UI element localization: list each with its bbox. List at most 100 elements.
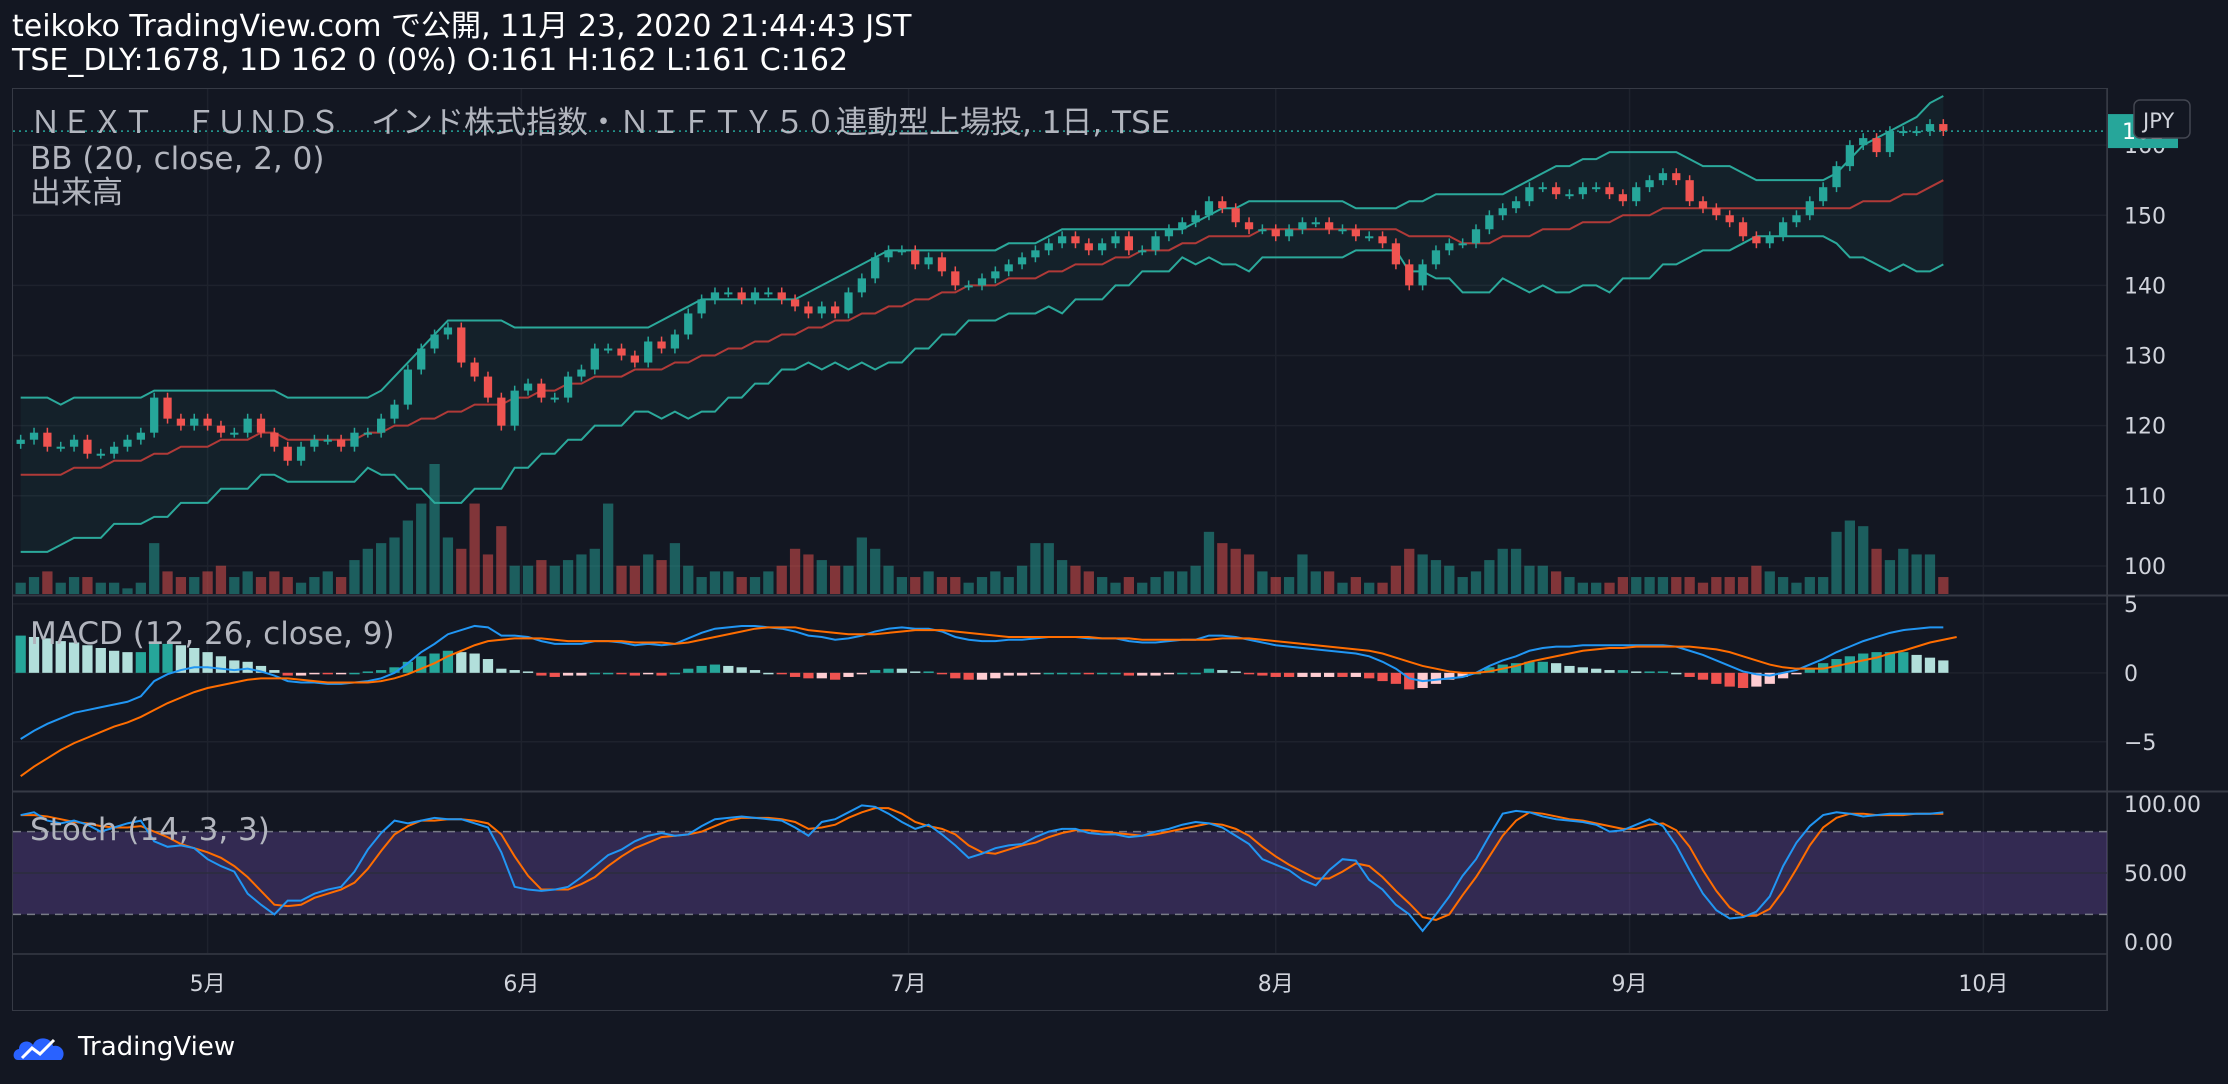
volume-bar	[1657, 577, 1669, 594]
volume-bar	[910, 577, 921, 594]
macd-hist-bar	[255, 665, 267, 673]
candle-body	[323, 439, 332, 442]
macd-signal-line	[20, 626, 1957, 778]
volume-bar	[282, 577, 293, 594]
currency-button-label[interactable]: JPY	[2141, 109, 2174, 133]
macd-hist-bar	[1150, 672, 1161, 676]
candle-body	[16, 439, 25, 444]
volume-bar	[1350, 577, 1361, 594]
volume-bar	[362, 548, 373, 594]
volume-bar	[376, 543, 387, 594]
macd-hist-bar	[269, 670, 280, 673]
candle-body	[1218, 201, 1227, 209]
candle-body	[457, 327, 466, 363]
candle-body	[1778, 222, 1788, 237]
macd-tick-label: 0	[2124, 662, 2138, 687]
macd-hist-bar	[629, 672, 640, 676]
volume-bar	[683, 565, 694, 594]
macd-hist-bar	[1350, 672, 1361, 677]
volume-bar	[669, 543, 681, 594]
macd-hist-bar	[1591, 668, 1602, 673]
macd-hist-bar	[1337, 672, 1348, 677]
volume-bar	[15, 582, 26, 594]
volume-bar	[1591, 582, 1602, 594]
macd-hist-bar	[1003, 672, 1014, 676]
volume-bar	[295, 582, 307, 594]
volume-bar	[829, 565, 841, 594]
macd-hist-bar	[883, 668, 894, 673]
volume-bar	[335, 577, 347, 594]
volume-bar	[1831, 531, 1842, 594]
candle-body	[176, 418, 186, 426]
candle-body	[430, 334, 439, 349]
volume-bar	[1938, 577, 1949, 594]
bb-legend: BB (20, close, 2, 0)	[30, 141, 325, 177]
candle-body	[911, 250, 920, 265]
volume-bar	[1056, 560, 1068, 594]
candle-body	[1859, 138, 1868, 146]
volume-bar	[1898, 548, 1909, 594]
candle-body	[1071, 236, 1080, 244]
volume-bar	[1043, 543, 1054, 594]
candle-body	[296, 446, 306, 461]
macd-hist-bar	[1097, 672, 1108, 675]
candle-body	[817, 306, 826, 314]
candle-body	[630, 355, 639, 363]
candle-body	[1672, 173, 1681, 181]
time-axis-label: 6月	[503, 972, 539, 997]
volume-bar	[429, 464, 440, 594]
candle-body	[56, 446, 65, 449]
volume-bar	[1844, 520, 1856, 594]
candle-body	[1765, 236, 1774, 244]
volume-bar	[269, 571, 280, 594]
macd-hist-bar	[1123, 672, 1135, 676]
macd-hist-bar	[482, 659, 494, 673]
macd-hist-bar	[1110, 672, 1121, 675]
macd-hist-bar	[1791, 672, 1802, 675]
macd-hist-bar	[1711, 672, 1722, 684]
volume-bar	[135, 582, 146, 594]
candle-body	[951, 271, 960, 286]
macd-hist-bar	[536, 672, 547, 676]
candle-body	[1138, 250, 1147, 253]
volume-bar	[1671, 577, 1682, 594]
candle-body	[283, 446, 292, 461]
candle-body	[1311, 222, 1320, 225]
volume-bar	[456, 548, 467, 594]
volume-bar	[482, 554, 494, 594]
volume-bar	[1230, 548, 1241, 594]
candles	[16, 119, 1948, 466]
candle-body	[1538, 187, 1547, 190]
volume-bar	[229, 577, 240, 594]
candle-body	[350, 432, 359, 447]
volume-bar	[1110, 582, 1121, 594]
volume-bar	[1137, 582, 1148, 594]
candle-body	[377, 418, 386, 433]
tradingview-logo[interactable]: TradingView	[12, 1030, 235, 1064]
macd-hist-bar	[1243, 672, 1255, 675]
candle-body	[510, 390, 519, 426]
candle-body	[216, 425, 226, 433]
volume-bar	[95, 582, 106, 594]
volume-bar	[976, 577, 988, 594]
volume-bar	[496, 526, 507, 594]
price-tick-label: 100	[2124, 555, 2166, 580]
stoch-tick-label: 50.00	[2124, 862, 2187, 887]
macd-hist-bar	[1190, 672, 1201, 675]
macd-hist-bar	[549, 672, 560, 677]
time-axis-label: 8月	[1258, 972, 1294, 997]
candle-body	[737, 292, 746, 300]
bb-band-fill	[20, 96, 1944, 552]
macd-hist-bar	[42, 638, 53, 673]
time-axis-label: 7月	[891, 972, 927, 997]
candle-body	[977, 278, 987, 286]
volume-bars	[15, 464, 1949, 594]
macd-hist-bar	[349, 672, 360, 675]
price-tick-label: 130	[2124, 345, 2166, 370]
candle-body	[1391, 243, 1401, 265]
volume-bar	[1377, 582, 1388, 594]
candle-body	[1872, 138, 1881, 153]
candle-body	[1685, 180, 1694, 202]
volume-bar	[1711, 577, 1722, 594]
